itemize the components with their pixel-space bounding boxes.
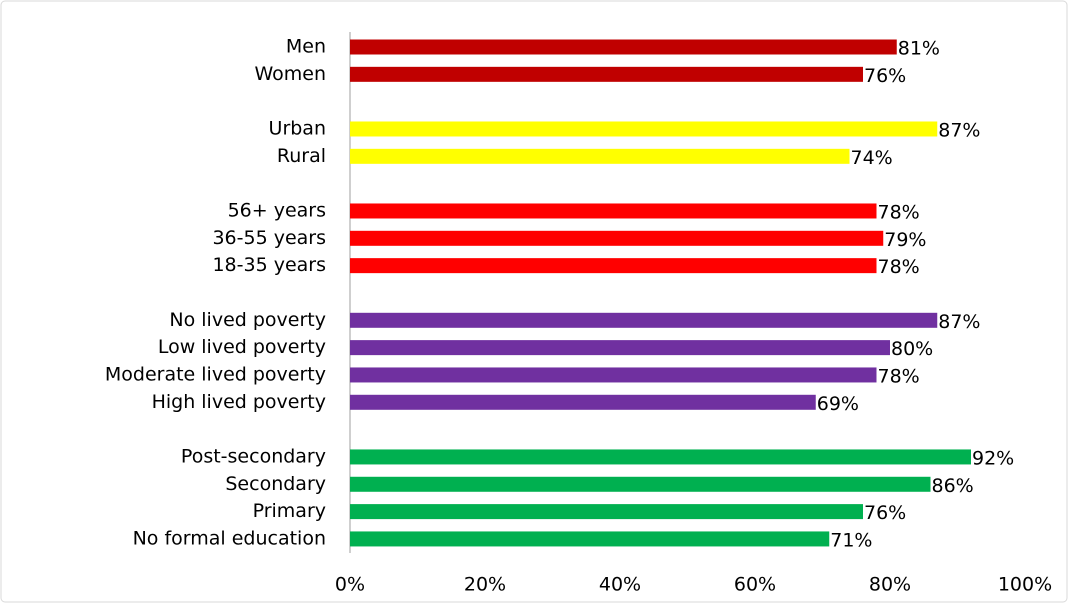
x-tick-label: 40% <box>599 574 641 596</box>
data-label: 78% <box>878 201 920 223</box>
data-label: 87% <box>938 119 980 141</box>
data-label: 80% <box>891 338 933 360</box>
data-label: 69% <box>817 393 859 415</box>
bar <box>350 121 938 137</box>
y-tick-label: No formal education <box>133 527 326 549</box>
bar <box>350 148 850 164</box>
bar <box>350 476 931 492</box>
bar <box>350 312 938 328</box>
y-tick-label: Rural <box>277 145 326 167</box>
data-label: 86% <box>932 475 974 497</box>
y-tick-label: Primary <box>253 500 326 522</box>
bar <box>350 230 884 246</box>
x-tick-label: 60% <box>734 574 776 596</box>
y-tick-label: No lived poverty <box>169 309 326 331</box>
bar <box>350 367 877 383</box>
y-tick-label: Moderate lived poverty <box>105 363 326 385</box>
data-label: 74% <box>851 147 893 169</box>
x-tick-label: 80% <box>869 574 911 596</box>
data-label: 76% <box>864 65 906 87</box>
y-tick-label: 56+ years <box>228 199 326 221</box>
data-label: 76% <box>864 502 906 524</box>
x-tick-label: 0% <box>335 574 365 596</box>
x-tick-label: 20% <box>464 574 506 596</box>
y-tick-label: High lived poverty <box>152 391 326 413</box>
data-label: 79% <box>884 229 926 251</box>
bar <box>350 449 971 465</box>
bar <box>350 531 830 547</box>
bar <box>350 340 890 356</box>
y-tick-label: Women <box>254 63 326 85</box>
data-label: 78% <box>878 256 920 278</box>
bar <box>350 504 863 520</box>
data-label: 78% <box>878 365 920 387</box>
bar <box>350 39 897 55</box>
data-label: 87% <box>938 311 980 333</box>
bar <box>350 394 816 410</box>
data-label: 92% <box>972 447 1014 469</box>
data-label: 81% <box>898 38 940 60</box>
y-tick-label: 18-35 years <box>212 254 326 276</box>
bar <box>350 258 877 274</box>
x-tick-label: 100% <box>998 574 1052 596</box>
y-tick-label: Men <box>286 36 326 58</box>
y-tick-label: Post-secondary <box>181 445 326 467</box>
bar <box>350 66 863 82</box>
y-tick-label: 36-55 years <box>212 227 326 249</box>
y-tick-label: Urban <box>269 117 326 139</box>
data-label: 71% <box>830 529 872 551</box>
y-tick-label: Low lived poverty <box>158 336 326 358</box>
bar <box>350 203 877 219</box>
y-tick-label: Secondary <box>225 473 326 495</box>
